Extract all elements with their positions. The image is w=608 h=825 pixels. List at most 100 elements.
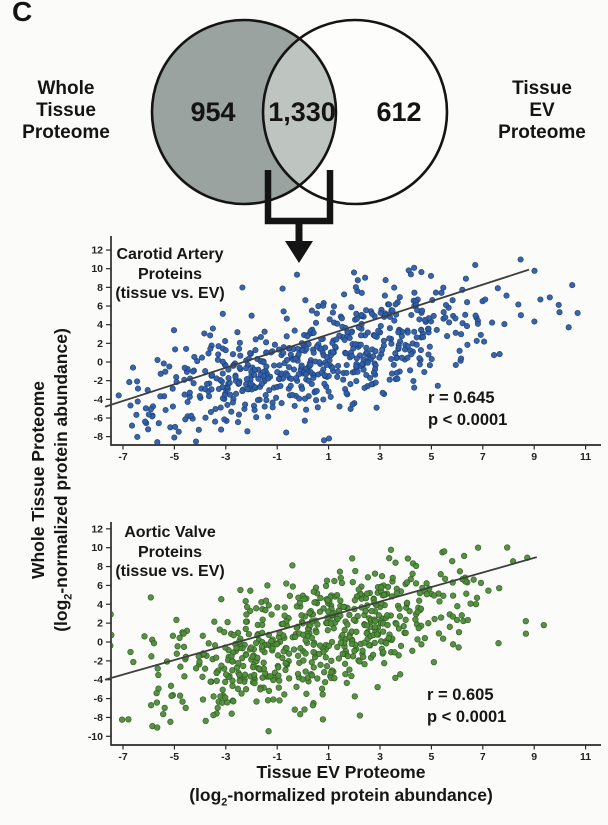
x-tick-label: -5 (170, 451, 179, 463)
data-point (364, 574, 372, 581)
data-point (310, 641, 317, 648)
data-point (173, 374, 180, 381)
y-axis-title-line2: (log2-normalized protein abundance) (51, 328, 75, 632)
data-point (464, 299, 471, 306)
data-point (316, 642, 324, 649)
data-point (161, 704, 168, 712)
venn-right-count: 612 (376, 97, 422, 127)
data-point (393, 589, 401, 597)
venn-left-label-line3: Proteome (22, 122, 110, 143)
data-point (277, 382, 284, 390)
data-point (199, 673, 206, 680)
data-point (160, 360, 167, 367)
data-point (379, 389, 386, 396)
data-point (260, 359, 267, 366)
data-point (346, 611, 353, 619)
data-point (501, 321, 508, 328)
data-point (440, 592, 447, 599)
data-point (308, 307, 315, 314)
data-point (252, 347, 259, 354)
carotid-plot-title: Carotid Artery Proteins (tissue vs. EV) (85, 245, 255, 304)
x-tick-label: -3 (221, 451, 230, 463)
data-point (302, 637, 309, 644)
data-point (393, 355, 400, 362)
data-point (236, 364, 243, 371)
data-point (147, 702, 155, 709)
data-point (343, 390, 350, 397)
venn-right-label-line1: Tissue (512, 78, 572, 99)
data-point (391, 317, 398, 324)
data-point (153, 689, 160, 697)
data-point (357, 341, 364, 348)
data-point (222, 347, 229, 354)
data-point (490, 352, 498, 359)
data-point (243, 611, 250, 618)
data-point (242, 401, 249, 408)
data-point (458, 355, 465, 362)
y-tick-label: 0 (97, 637, 103, 649)
aortic-r-value: r = 0.605 (427, 686, 494, 704)
data-point (353, 355, 360, 362)
data-point (515, 301, 522, 308)
data-point (517, 256, 524, 263)
data-point (321, 669, 328, 676)
data-point (334, 368, 341, 375)
data-point (279, 285, 286, 292)
data-point (385, 634, 392, 642)
data-point (145, 426, 152, 433)
data-point (431, 615, 438, 623)
regression-line (104, 556, 538, 681)
data-point (210, 693, 217, 700)
data-point (141, 633, 148, 640)
data-point (574, 309, 581, 317)
aortic-scatter-plot: 12 10 8 6 4 2 0 -2 -4 -6 -8 -10 -7 -5 -3 -1 1 3 5 7 9 11 (88, 522, 601, 763)
data-point (254, 397, 261, 404)
data-point (202, 717, 209, 725)
data-point (306, 609, 313, 616)
data-point (392, 559, 399, 566)
data-point (449, 557, 456, 565)
data-point (397, 642, 405, 650)
data-point (319, 716, 327, 723)
data-point (517, 312, 524, 319)
data-point (321, 678, 329, 686)
x-tick-label: 7 (480, 451, 486, 463)
x-axis-title: Tissue EV Proteome (log2-normalized prot… (71, 761, 608, 815)
data-point (459, 320, 466, 327)
data-point (369, 651, 377, 659)
data-point (273, 394, 280, 401)
data-point (412, 616, 419, 623)
data-point (125, 716, 132, 723)
data-point (379, 628, 387, 635)
data-point (371, 570, 379, 577)
data-point (236, 345, 243, 352)
data-point (280, 349, 287, 357)
data-point (363, 590, 371, 597)
x-tick-label: 1 (326, 451, 332, 463)
data-point (265, 375, 272, 382)
data-point (406, 608, 413, 615)
data-point (496, 351, 503, 358)
venn-right-label-line2: EV (529, 100, 555, 121)
data-point (296, 599, 303, 606)
data-point (169, 403, 176, 410)
point-cloud (115, 256, 581, 445)
data-point (425, 620, 432, 627)
data-point (127, 648, 134, 656)
data-point (214, 704, 221, 711)
data-point (371, 623, 379, 631)
data-point (402, 629, 409, 637)
data-point (347, 381, 354, 388)
data-point (289, 583, 296, 590)
data-point (222, 671, 230, 678)
data-point (411, 289, 418, 296)
data-point (341, 626, 348, 634)
data-point (153, 699, 161, 706)
data-point (234, 329, 241, 336)
data-point (386, 555, 393, 562)
data-point (324, 597, 331, 604)
data-point (196, 392, 203, 400)
data-point (390, 361, 397, 368)
data-point (372, 348, 379, 355)
data-point (299, 347, 306, 354)
